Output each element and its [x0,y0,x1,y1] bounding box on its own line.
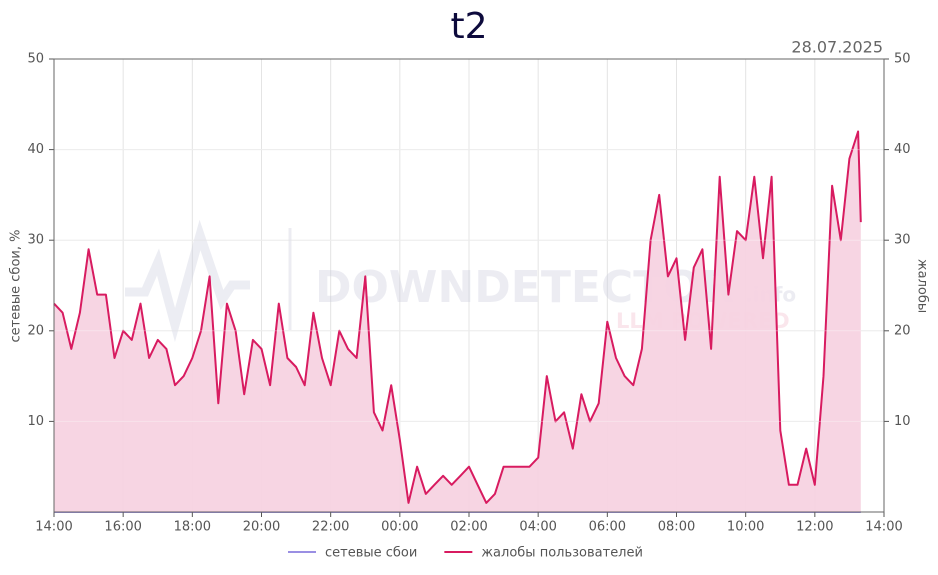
x-tick-label: 02:00 [450,520,487,535]
y2-tick-label: 30 [894,233,911,248]
line [53,130,862,504]
x-tick-label: 14:00 [865,520,902,535]
chart-title: t2 [450,6,487,47]
x-tick-label: 18:00 [174,520,211,535]
x-tick-label: 22:00 [312,520,349,535]
x-tick-label: 10:00 [727,520,764,535]
x-tick-label: 08:00 [658,520,695,535]
y-tick-label: 20 [27,323,44,338]
y2-tick-label: 40 [894,142,911,157]
x-tick-label: 06:00 [589,520,626,535]
y2-tick-label: 20 [894,323,911,338]
legend-label: сетевые сбои [325,546,417,561]
y-tick-label: 10 [27,414,44,429]
x-tick-label: 04:00 [519,520,556,535]
x-tick-label: 14:00 [35,520,72,535]
area [54,131,861,512]
y2-tick-label: 10 [894,414,911,429]
x-tick-label: 16:00 [104,520,141,535]
y2-tick-label: 50 [894,52,911,67]
x-tick-label: 00:00 [381,520,418,535]
legend: сетевые сбои жалобы пользователей [288,546,643,561]
plot-frame [53,58,885,513]
y-tick-label: 50 [27,52,44,67]
y-tick-label: 40 [27,142,44,157]
watermark-logo [125,219,250,343]
chart-date: 28.07.2025 [791,38,883,57]
y-tick-label: 30 [27,233,44,248]
x-tick-label: 12:00 [796,520,833,535]
y-axis-label: сетевые сбои, % [9,230,24,343]
y2-axis-label: жалобы [915,259,930,313]
x-tick-label: 20:00 [243,520,280,535]
legend-label: жалобы пользователей [481,546,643,561]
